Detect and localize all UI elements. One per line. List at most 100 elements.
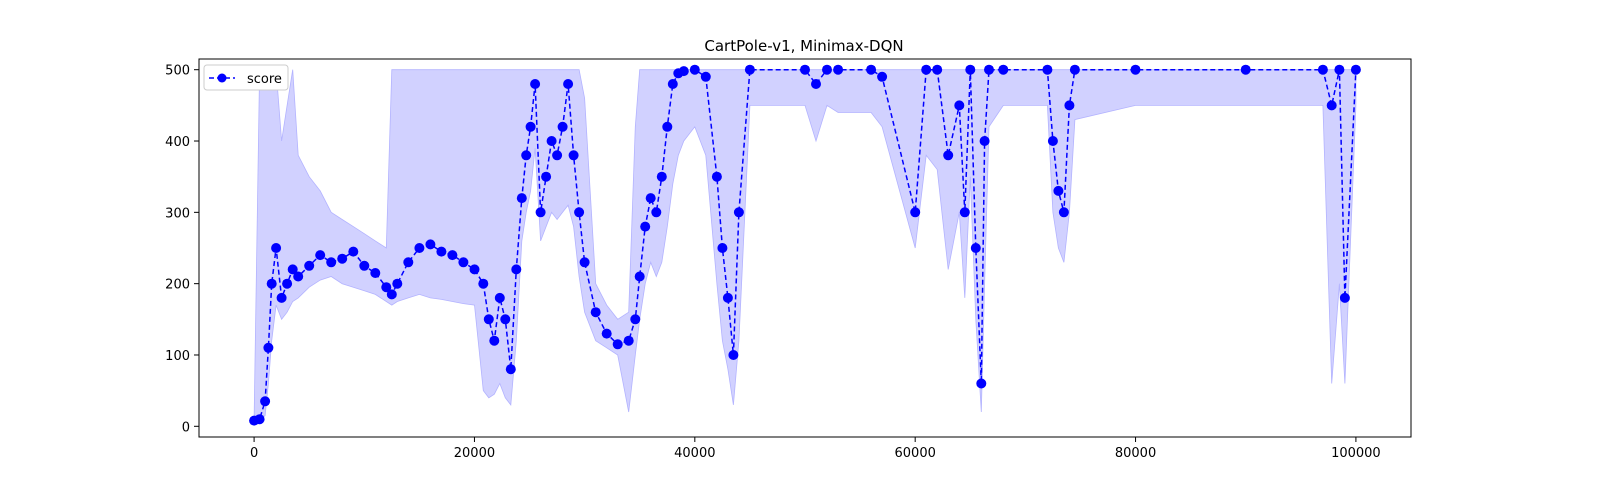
score-data-point — [645, 193, 656, 204]
score-data-point — [436, 246, 447, 257]
series-layer — [249, 64, 1361, 426]
score-data-point — [541, 171, 552, 182]
score-data-point — [630, 314, 641, 325]
score-data-point — [910, 207, 921, 218]
score-data-point — [1047, 136, 1058, 146]
score-data-point — [530, 79, 541, 89]
score-data-point — [634, 271, 645, 282]
score-data-point — [282, 278, 293, 289]
score-data-point — [733, 207, 744, 218]
score-data-point — [667, 79, 678, 89]
score-data-point — [979, 136, 990, 146]
score-series-line — [253, 68, 1357, 422]
score-data-point — [877, 71, 888, 82]
score-data-point — [458, 257, 469, 268]
score-data-point — [1317, 64, 1328, 75]
score-data-point — [574, 207, 585, 218]
score-data-point — [348, 246, 359, 257]
score-data-point — [651, 207, 662, 218]
score-data-point — [1064, 100, 1075, 111]
score-data-point — [1058, 207, 1069, 218]
score-data-point — [563, 79, 574, 89]
score-data-point — [921, 64, 932, 75]
score-data-point — [744, 64, 755, 75]
y-tick-label: 200 — [165, 278, 190, 293]
score-data-point — [678, 66, 689, 77]
score-data-point — [656, 171, 667, 182]
score-data-point — [337, 253, 348, 264]
score-data-point — [276, 292, 287, 303]
x-tick-label: 60000 — [895, 446, 936, 461]
score-data-point — [959, 207, 970, 218]
score-data-point — [932, 64, 943, 75]
score-data-point — [546, 136, 557, 146]
score-data-point — [568, 150, 579, 161]
score-data-point — [1326, 100, 1337, 111]
score-data-point — [266, 278, 277, 289]
x-tick-label: 40000 — [674, 446, 715, 461]
chart-title: CartPole-v1, Minimax-DQN — [704, 37, 903, 55]
score-data-point — [970, 243, 981, 253]
score-data-point — [304, 260, 315, 271]
score-data-point — [984, 64, 994, 75]
score-data-point — [511, 264, 522, 275]
score-data-point — [943, 150, 954, 161]
score-data-point — [700, 71, 711, 82]
score-data-point — [954, 100, 965, 111]
legend: score — [203, 64, 289, 91]
score-data-point — [425, 239, 436, 250]
score-data-point — [557, 121, 568, 132]
score-data-point — [579, 257, 590, 268]
score-data-point — [494, 292, 505, 303]
score-data-point — [489, 335, 500, 346]
score-data-point — [525, 121, 536, 132]
legend-marker-swatch — [217, 73, 227, 83]
score-data-point — [717, 243, 728, 253]
score-data-point — [381, 282, 392, 293]
score-data-point — [447, 250, 458, 261]
legend-box — [203, 64, 289, 91]
x-tick-label: 20000 — [454, 446, 495, 461]
score-data-point — [662, 121, 673, 132]
legend-label-score: score — [247, 72, 282, 87]
score-data-point — [478, 278, 489, 289]
score-data-point — [271, 243, 282, 253]
score-data-point — [711, 171, 722, 182]
score-data-point — [965, 64, 976, 75]
score-data-point — [392, 278, 403, 289]
score-data-point — [287, 264, 298, 275]
x-tick-label: 0 — [250, 446, 258, 461]
score-data-point — [1334, 64, 1345, 75]
score-data-point — [590, 307, 601, 318]
score-data-point — [866, 64, 877, 75]
score-data-point — [811, 79, 821, 89]
y-axis: 0 100 200 300 400 500 — [165, 64, 199, 435]
score-data-point — [689, 64, 700, 75]
score-data-point — [370, 268, 381, 278]
score-data-point — [822, 64, 832, 75]
score-data-point — [1339, 292, 1350, 303]
x-axis: 0 20000 40000 60000 80000 100000 — [250, 437, 1381, 461]
score-data-point — [998, 64, 1009, 75]
y-tick-label: 0 — [182, 420, 190, 435]
score-data-point — [516, 193, 527, 204]
score-data-point — [483, 314, 494, 325]
score-data-point — [833, 64, 844, 75]
score-data-point — [552, 150, 563, 161]
score-data-point — [359, 260, 370, 271]
y-tick-label: 500 — [165, 64, 190, 79]
score-data-point — [500, 314, 511, 325]
score-data-point — [722, 292, 733, 303]
score-data-point — [1053, 185, 1064, 196]
score-data-point — [1240, 64, 1251, 75]
x-tick-label: 80000 — [1115, 446, 1156, 461]
x-tick-label: 100000 — [1331, 446, 1381, 461]
y-tick-label: 300 — [165, 206, 190, 221]
score-data-point — [263, 342, 274, 353]
score-data-point — [612, 339, 623, 350]
score-data-point — [1350, 64, 1361, 75]
score-data-point — [623, 335, 634, 346]
score-data-point — [728, 350, 739, 360]
